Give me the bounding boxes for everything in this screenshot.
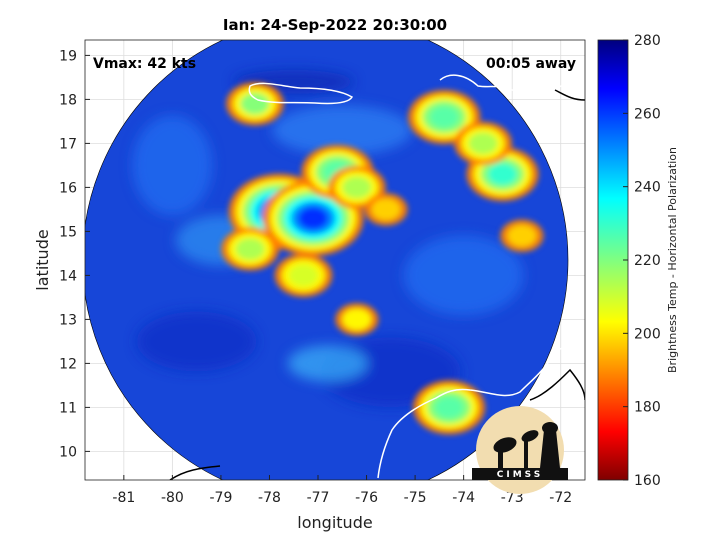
x-tick-label-0: -81 — [112, 490, 135, 506]
swath-band-3 — [403, 235, 524, 316]
x-tick-label-3: -78 — [258, 490, 281, 506]
land-outline-east — [554, 89, 585, 101]
swath-band-2 — [132, 115, 213, 216]
x-tick-label-6: -75 — [404, 490, 427, 506]
y-tick-label-1: 11 — [59, 400, 77, 416]
x-tick-label-2: -79 — [209, 490, 232, 506]
y-tick-label-9: 19 — [59, 48, 77, 64]
y-axis-label: latitude — [33, 229, 52, 290]
y-tick-label-8: 18 — [59, 92, 77, 108]
x-tick-label-8: -73 — [501, 490, 524, 506]
x-tick-label-9: -72 — [549, 490, 572, 506]
land-outline-south — [529, 368, 585, 401]
feature-10 — [221, 227, 279, 271]
colorbar-tick-label-0: 160 — [634, 473, 661, 489]
y-ticks: 10 11 12 13 14 15 16 17 18 19 — [59, 48, 90, 460]
colorbar-tick-label-3: 220 — [634, 253, 661, 269]
feature-9 — [335, 303, 379, 336]
colorbar-tick-label-2: 200 — [634, 326, 661, 342]
swath-band-4 — [272, 105, 413, 156]
coastlines — [169, 74, 585, 480]
hispaniola-coast — [439, 74, 585, 92]
swath-edge — [85, 40, 569, 480]
colorbar-label: Brightness Temp - Horizontal Polarizatio… — [666, 147, 679, 373]
swath-band-6 — [287, 345, 368, 382]
cimss-logo-text: CIMSS — [497, 470, 543, 480]
plot-frame — [84, 39, 586, 481]
feature-3 — [328, 165, 386, 209]
jamaica-coast — [248, 82, 354, 105]
x-axis-label: longitude — [297, 513, 372, 532]
vmax-annotation: Vmax: 42 kts — [93, 56, 196, 72]
swath-band-0 — [136, 311, 257, 372]
x-ticks: -81 -80 -79 -78 -77 -76 -75 -74 -73 -72 — [112, 475, 572, 506]
colorbar-tick-label-6: 280 — [634, 33, 661, 49]
x-tick-label-7: -74 — [452, 490, 475, 506]
x-tick-label-5: -76 — [355, 490, 378, 506]
cimss-logo: CIMSS — [472, 406, 568, 494]
land-outline-southwest — [169, 465, 221, 480]
y-tick-label-5: 15 — [59, 224, 77, 240]
feature-11 — [274, 253, 333, 297]
colorbar-ticks: 160 180 200 220 240 260 280 — [623, 33, 661, 489]
colorbar-tick-label-5: 260 — [634, 106, 661, 122]
y-tick-label-2: 12 — [59, 356, 77, 372]
y-tick-label-0: 10 — [59, 444, 77, 460]
y-tick-label-6: 16 — [59, 180, 77, 196]
feature-7 — [226, 82, 284, 126]
y-tick-label-4: 14 — [59, 268, 77, 284]
feature-1 — [262, 180, 364, 256]
colorbar-tick-label-4: 240 — [634, 180, 661, 196]
swath — [85, 40, 585, 480]
colorbar-tick-label-1: 180 — [634, 400, 661, 416]
chart-title: Ian: 24-Sep-2022 20:30:00 — [223, 16, 447, 34]
x-tick-label-4: -77 — [307, 490, 330, 506]
feature-8 — [413, 380, 486, 435]
y-tick-label-7: 17 — [59, 136, 77, 152]
feature-6 — [454, 121, 512, 165]
colombia-coast — [377, 341, 585, 479]
x-tick-label-1: -80 — [161, 490, 184, 506]
y-tick-label-3: 13 — [59, 312, 77, 328]
time-offset-annotation: 00:05 away — [486, 56, 576, 72]
feature-12 — [364, 193, 408, 226]
feature-13 — [500, 219, 544, 252]
